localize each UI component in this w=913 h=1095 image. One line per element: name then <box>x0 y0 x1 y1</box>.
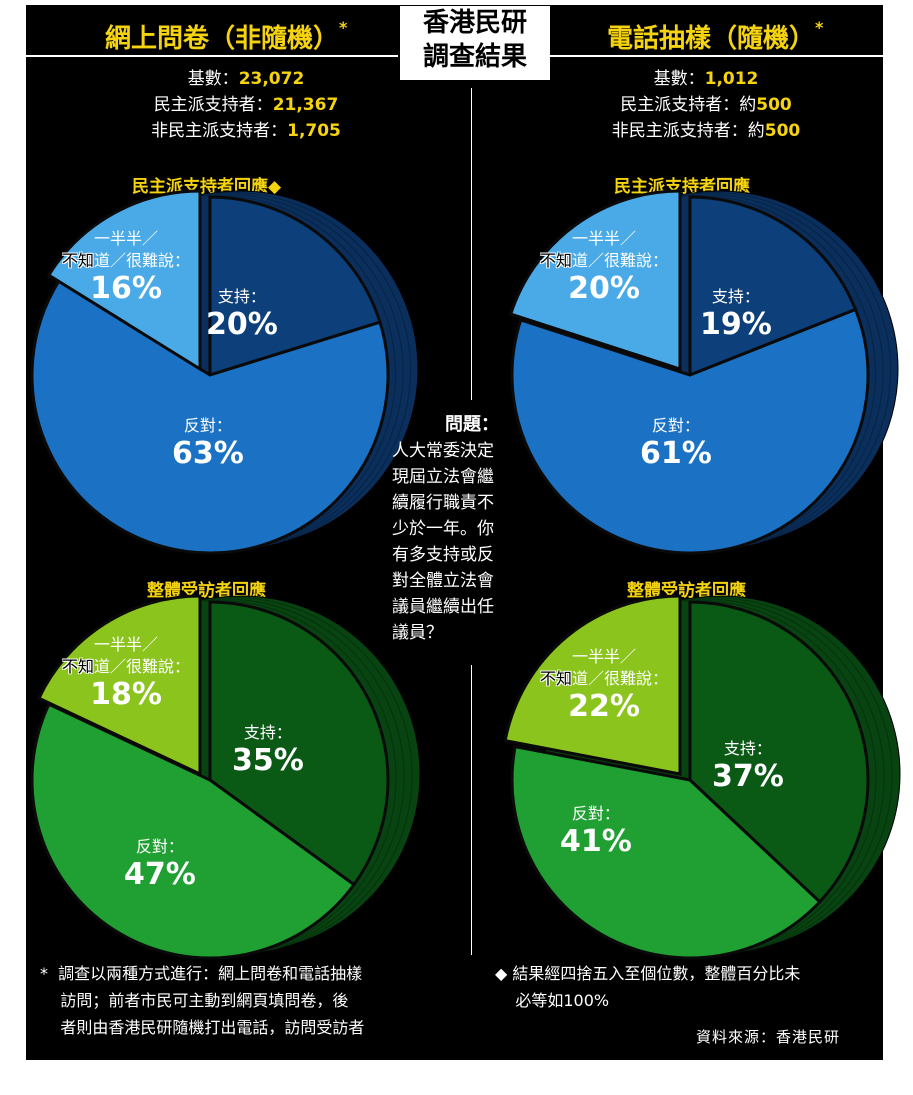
pie4-value-oppose: 41% <box>560 824 632 859</box>
pie3-label-unsure: 一半半／ 不知道／很難說： 18% <box>62 635 191 712</box>
pie2-value-oppose: 61% <box>640 436 712 471</box>
question-line: 議員？ <box>392 623 443 643</box>
pie4-label-oppose: 反對： 41% <box>560 804 632 859</box>
pie3-label-oppose: 反對： 47% <box>124 837 196 892</box>
stat-row: 基數：1,012 <box>653 69 759 89</box>
stat-row: 民主派支持者：約500 <box>620 95 792 115</box>
pie3-slice-unsure <box>36 594 202 777</box>
pie2-slice-unsure <box>508 189 682 372</box>
question-line: 對全體立法會 <box>392 571 494 591</box>
pie1-label-support: 支持： 20% <box>206 287 278 342</box>
question-line: 有多支持或反 <box>392 545 494 565</box>
pie3-value-unsure: 18% <box>90 677 162 712</box>
pie2-value-unsure: 20% <box>568 271 640 306</box>
stats-right: 基數：1,012 民主派支持者：約500 非民主派支持者：約500 <box>556 66 856 144</box>
pie3-label-support: 支持： 35% <box>232 723 304 778</box>
pie3-slice-oppose <box>30 702 357 960</box>
pie3-slice-support <box>208 600 390 887</box>
pie4-label-support: 支持： 37% <box>712 739 784 794</box>
question-line: 人大常委決定 <box>392 441 494 461</box>
pie4-slice-support <box>688 600 870 904</box>
header-online-survey: 網上問卷（非隨機）* <box>105 18 348 54</box>
header-rule-right <box>544 55 883 57</box>
pie2-slice-support <box>688 195 858 378</box>
footnote-rounding: ◆ 結果經四捨五入至個位數，整體百分比未 必等如100% <box>495 960 870 1014</box>
stat-row: 非民主派支持者：約500 <box>611 121 801 141</box>
header-phone-survey: 電話抽樣（隨機）* <box>607 18 824 54</box>
center-divider-top <box>471 88 472 400</box>
pie4-label-unsure: 一半半／ 不知道／很難說： 22% <box>540 647 669 724</box>
footnote-line: * 調查以兩種方式進行：網上問卷和電話抽樣 <box>40 964 363 983</box>
footnote-line: 必等如100% <box>495 991 610 1010</box>
stat-row: 非民主派支持者：1,705 <box>151 121 341 141</box>
footnote-method: * 調查以兩種方式進行：網上問卷和電話抽樣 訪問；前者市民可主動到網頁填問卷，後… <box>40 960 440 1041</box>
pie4-value-unsure: 22% <box>568 689 640 724</box>
question-line: 少於一年。你 <box>392 519 494 539</box>
center-divider-bottom <box>471 665 472 955</box>
stat-row: 基數：23,072 <box>187 69 305 89</box>
question-line: 續履行職責不 <box>392 493 494 513</box>
pie3-value-support: 35% <box>232 743 304 778</box>
pie4-value-support: 37% <box>712 759 784 794</box>
survey-question: 問題： 人大常委決定 現屆立法會繼 續履行職責不 少於一年。你 有多支持或反 對… <box>392 412 552 646</box>
pie3-value-oppose: 47% <box>124 857 196 892</box>
footnote-line: ◆ 結果經四捨五入至個位數，整體百分比未 <box>495 964 801 983</box>
stats-left: 基數：23,072 民主派支持者：21,367 非民主派支持者：1,705 <box>96 66 396 144</box>
pie2-label-support: 支持： 19% <box>700 287 772 342</box>
pie1-value-support: 20% <box>206 307 278 342</box>
pie2-value-support: 19% <box>700 307 772 342</box>
pie1-slice-unsure <box>46 189 202 372</box>
stat-row: 民主派支持者：21,367 <box>153 95 339 115</box>
pie1-slice-support <box>208 195 382 378</box>
footnote-line: 訪問；前者市民可主動到網頁填問卷，後 <box>40 991 349 1010</box>
question-line: 現屆立法會繼 <box>392 467 494 487</box>
header-center-line-2: 調查結果 <box>422 42 527 72</box>
header-center-box: 香港民研 調查結果 <box>400 6 550 80</box>
header-rule-left <box>26 55 398 57</box>
pie1-label-oppose: 反對： 63% <box>172 416 244 471</box>
pie2-label-oppose: 反對： 61% <box>640 416 712 471</box>
source-credit: 資料來源：香港民研 <box>696 1028 841 1046</box>
pie1-slice-oppose <box>30 279 390 555</box>
pie1-value-oppose: 63% <box>172 436 244 471</box>
question-heading: 問題： <box>445 414 499 435</box>
question-line: 議員繼續出任 <box>392 597 494 617</box>
footnote-line: 者則由香港民研隨機打出電話，訪問受訪者 <box>40 1018 365 1037</box>
pie4-slice-oppose <box>510 744 822 960</box>
pie2-label-unsure: 一半半／ 不知道／很難說： 20% <box>540 229 669 306</box>
pie1-label-unsure: 一半半／ 不知道／很難說： 16% <box>62 229 191 306</box>
pie2-slice-oppose <box>510 307 870 555</box>
pie1-value-unsure: 16% <box>90 271 162 306</box>
header-center-line-1: 香港民研 <box>422 8 527 38</box>
pie4-slice-unsure <box>503 594 682 776</box>
